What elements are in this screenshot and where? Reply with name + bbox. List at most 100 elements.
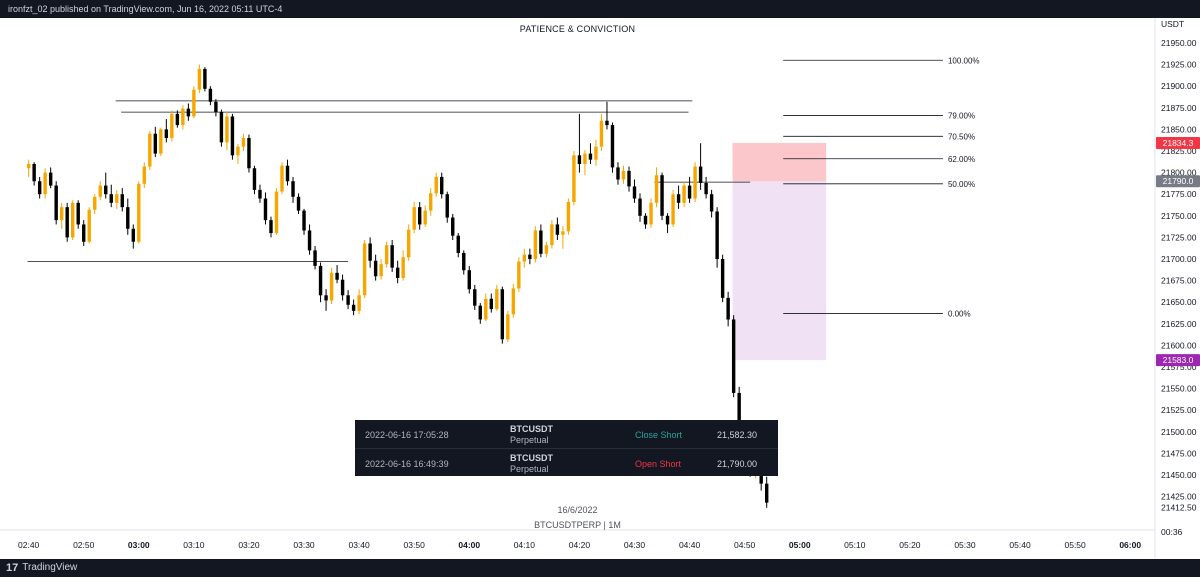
x-tick-label: 05:40 — [1009, 540, 1031, 550]
y-tick-label: 21800.00 — [1161, 168, 1197, 178]
watermark-date: 16/6/2022 — [557, 505, 598, 515]
candle-body — [37, 181, 42, 195]
y-tick-label: 21900.00 — [1161, 81, 1197, 91]
candle — [731, 315, 736, 398]
candle — [296, 193, 301, 215]
candle — [181, 105, 185, 130]
trade-symbol-type: Perpetual — [510, 435, 549, 445]
candle-body — [59, 207, 64, 221]
candle-body — [87, 209, 91, 242]
candle-body — [164, 129, 169, 139]
price-badge-label: 21583.0 — [1163, 355, 1194, 365]
y-tick-label: 21700.00 — [1161, 254, 1197, 264]
candle — [98, 181, 102, 201]
candlestick-chart: 100.00% 79.00% 70.50% 62.00% 50.00% 0.00% 2195… — [0, 18, 1200, 559]
x-tick-label: 04:50 — [734, 540, 756, 550]
candle — [588, 143, 593, 164]
candle — [318, 262, 323, 303]
candle-body — [307, 230, 312, 251]
tradingview-brand: TradingView — [22, 562, 78, 573]
candle-body — [726, 297, 730, 320]
candle-body — [406, 229, 411, 258]
candle-body — [489, 298, 494, 310]
take-profit-zone — [732, 181, 827, 361]
candle — [555, 217, 560, 240]
candle-body — [478, 305, 482, 320]
candle-body — [715, 211, 719, 259]
candle — [632, 179, 637, 203]
candle — [627, 166, 631, 192]
candle — [37, 176, 42, 199]
candle-body — [54, 185, 58, 221]
candle — [236, 144, 240, 164]
x-tick-label: 03:30 — [293, 540, 315, 550]
candle-body — [313, 250, 317, 266]
price-badge-label: 21834.3 — [1163, 138, 1194, 148]
trade-row: 2022-06-16 17:05:28 BTCUSDT Perpetual Clo… — [355, 420, 778, 448]
candle-body — [390, 245, 394, 268]
candle — [506, 310, 510, 342]
candle-body — [186, 108, 191, 117]
trade-symbol-name: BTCUSDT — [510, 453, 553, 463]
candle — [528, 248, 532, 265]
candle — [660, 172, 664, 221]
candle — [164, 119, 169, 143]
candle-body — [280, 165, 284, 192]
candle — [104, 172, 108, 199]
candle — [709, 189, 714, 218]
candle-body — [181, 108, 185, 126]
candle — [362, 239, 367, 298]
y-tick-label: 21725.00 — [1161, 232, 1197, 242]
candle — [583, 150, 587, 176]
candle — [440, 172, 444, 199]
candle-body — [484, 298, 488, 320]
candle-body — [517, 261, 521, 289]
candle — [137, 181, 141, 244]
trade-symbol: BTCUSDT Perpetual — [510, 424, 553, 446]
candle — [241, 133, 246, 151]
candle-body — [291, 181, 295, 197]
candle-body — [32, 163, 36, 182]
candle-body — [462, 252, 466, 271]
trade-price: 21,790.00 — [717, 459, 758, 469]
candle — [357, 289, 361, 315]
candle — [478, 303, 482, 324]
candle-body — [429, 193, 433, 211]
y-tick-label: 21450.00 — [1161, 470, 1197, 480]
candle — [649, 198, 653, 228]
candle — [451, 214, 455, 240]
candle-body — [682, 185, 686, 203]
candle-body — [660, 175, 664, 216]
y-tick-label: 21625.00 — [1161, 319, 1197, 329]
tradingview-logo[interactable]: 17 TradingView — [6, 559, 77, 577]
currency-label: USDT — [1161, 19, 1184, 29]
candle-body — [93, 196, 97, 210]
candle — [445, 191, 449, 223]
trade-symbol-type: Perpetual — [510, 464, 549, 474]
candle — [87, 207, 91, 244]
candle — [214, 99, 218, 117]
candle-body — [137, 183, 141, 242]
y-tick-label: 21475.00 — [1161, 448, 1197, 458]
candle — [511, 284, 516, 318]
y-tick-label: 21925.00 — [1161, 60, 1197, 70]
trade-symbol: BTCUSDT Perpetual — [510, 453, 553, 475]
candle — [65, 202, 69, 242]
candle — [522, 248, 527, 268]
candle-body — [247, 138, 251, 169]
candle-body — [417, 207, 422, 225]
candle — [115, 189, 119, 209]
time-label: 00:36 — [1161, 527, 1183, 537]
candle — [230, 113, 235, 160]
candle-body — [737, 392, 741, 432]
candle — [258, 184, 262, 203]
y-tick-label: 21950.00 — [1161, 38, 1197, 48]
candle-body — [258, 189, 262, 199]
candle — [401, 250, 405, 281]
candle-body — [616, 167, 620, 180]
candle-body — [643, 215, 648, 225]
candle-body — [43, 172, 47, 195]
candle — [544, 241, 549, 258]
candle — [54, 181, 58, 225]
candle — [698, 143, 703, 190]
